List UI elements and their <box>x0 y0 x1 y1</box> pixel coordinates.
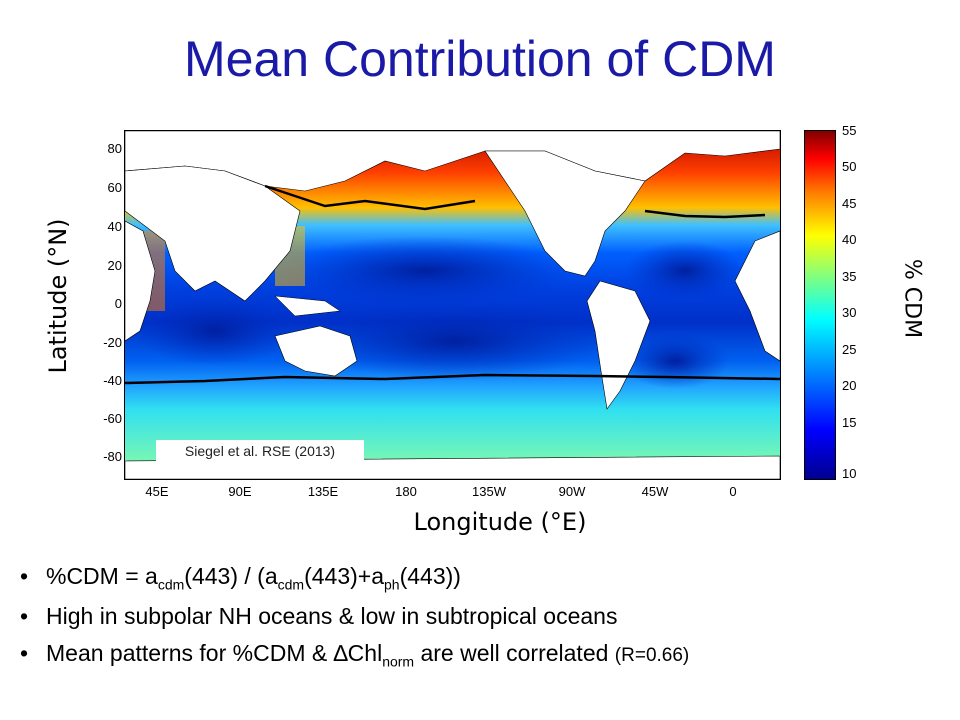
indonesia <box>274 295 341 317</box>
bullet-cdm-formula: • %CDM = acdm(443) / (acdm(443)+aph(443)… <box>20 563 955 593</box>
ctick-55: 55 <box>842 123 857 138</box>
bullet-text: are well correlated <box>414 639 615 666</box>
xtick-180: 180 <box>395 484 417 499</box>
colorbar-label: % CDM <box>899 258 925 339</box>
ctick-10: 10 <box>842 466 857 481</box>
ytick-80: 80 <box>107 141 122 156</box>
africa-east <box>125 220 156 342</box>
ytick-60: 60 <box>107 180 122 195</box>
ctick-50: 50 <box>842 159 857 174</box>
xtick-135w: 135W <box>472 484 506 499</box>
ctick-45: 45 <box>842 196 857 211</box>
ytick-neg60: -60 <box>103 411 122 426</box>
bullet-list: • %CDM = acdm(443) / (acdm(443)+aph(443)… <box>20 563 955 679</box>
page-title: Mean Contribution of CDM <box>184 31 776 87</box>
northern-front-pacific <box>264 184 476 211</box>
x-axis-label: Longitude (°E) <box>413 508 587 536</box>
formula-sub: cdm <box>157 576 185 593</box>
ctick-30: 30 <box>842 305 857 320</box>
indian-ocean-gyre <box>135 296 295 366</box>
ctick-40: 40 <box>842 232 857 247</box>
y-axis-label: Latitude (°N) <box>44 218 72 374</box>
ctick-35: 35 <box>842 269 857 284</box>
ctick-20: 20 <box>842 378 857 393</box>
formula-part: %CDM = a <box>46 563 158 589</box>
ytick-0: 0 <box>114 296 122 311</box>
bullet-subpolar: • High in subpolar NH oceans & low in su… <box>20 603 955 630</box>
formula-sub: cdm <box>277 576 305 593</box>
southern-front <box>125 373 780 385</box>
bullet-correlation: • Mean patterns for %CDM & ∆Chlnorm are … <box>20 640 955 670</box>
australia <box>274 325 358 377</box>
bullet-dot: • <box>20 602 29 629</box>
formula-part: (443)) <box>399 563 461 589</box>
xtick-135e: 135E <box>307 484 339 499</box>
formula-part: (443)+a <box>304 563 384 589</box>
correlation-value: (R=0.66) <box>614 644 690 666</box>
northern-front-atlantic <box>644 209 766 219</box>
north-pacific-gyre <box>275 236 575 306</box>
north-atlantic-gyre <box>625 241 745 301</box>
ytick-40: 40 <box>107 219 122 234</box>
africa-west <box>734 230 780 362</box>
ytick-neg20: -20 <box>103 335 122 350</box>
bullet-dot: • <box>20 563 29 589</box>
bullet-sub: norm <box>382 653 415 670</box>
xtick-0: 0 <box>729 484 737 499</box>
south-pacific-gyre <box>305 301 605 381</box>
xtick-90e: 90E <box>228 484 252 499</box>
bullet-text: High in subpolar NH oceans & low in subt… <box>46 602 618 629</box>
xtick-90w: 90W <box>558 484 586 499</box>
ytick-20: 20 <box>107 258 122 273</box>
ytick-neg80: -80 <box>103 449 122 464</box>
formula-part: (443) / (a <box>184 563 278 589</box>
north-america <box>484 150 646 277</box>
map-svg <box>125 131 780 479</box>
formula-sub: ph <box>384 576 400 593</box>
ytick-neg40: -40 <box>103 373 122 388</box>
citation: Siegel et al. RSE (2013) <box>156 440 364 462</box>
xtick-45e: 45E <box>145 484 169 499</box>
colorbar <box>804 130 836 480</box>
eurasia <box>125 165 301 302</box>
bullet-dot: • <box>20 639 29 666</box>
ctick-15: 15 <box>842 415 857 430</box>
south-atlantic-gyre <box>620 333 730 389</box>
cdm-map <box>124 130 781 480</box>
bullet-text: Mean patterns for %CDM & ∆Chl <box>46 639 383 666</box>
xtick-45w: 45W <box>641 484 669 499</box>
ctick-25: 25 <box>842 342 857 357</box>
